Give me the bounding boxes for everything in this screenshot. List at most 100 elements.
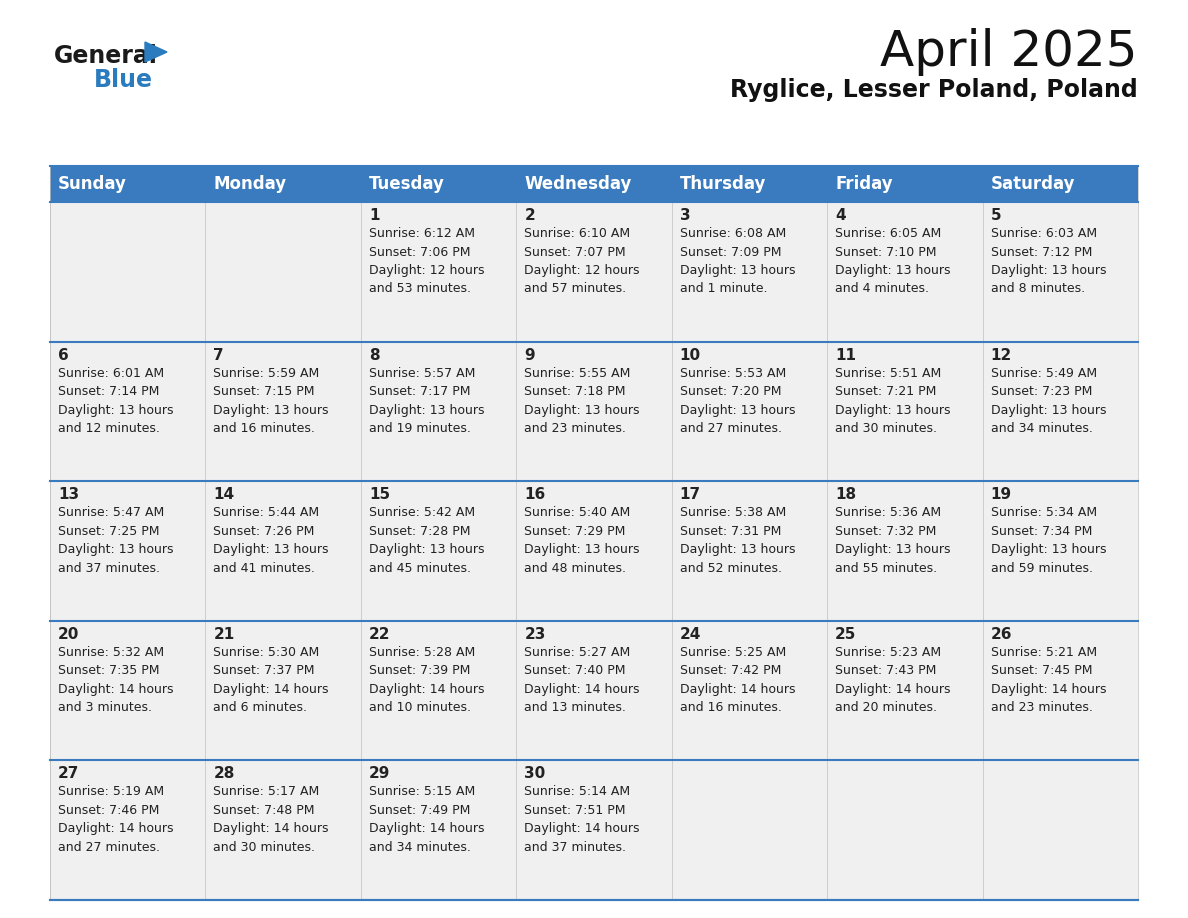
Text: Sunrise: 6:12 AM
Sunset: 7:06 PM
Daylight: 12 hours
and 53 minutes.: Sunrise: 6:12 AM Sunset: 7:06 PM Dayligh… [368, 227, 485, 296]
Text: Sunrise: 6:05 AM
Sunset: 7:10 PM
Daylight: 13 hours
and 4 minutes.: Sunrise: 6:05 AM Sunset: 7:10 PM Dayligh… [835, 227, 950, 296]
Bar [361, 341, 517, 481]
Text: 11: 11 [835, 348, 857, 363]
Text: 4: 4 [835, 208, 846, 223]
Text: Sunrise: 6:03 AM
Sunset: 7:12 PM
Daylight: 13 hours
and 8 minutes.: Sunrise: 6:03 AM Sunset: 7:12 PM Dayligh… [991, 227, 1106, 296]
Bar [671, 481, 827, 621]
Text: Sunrise: 5:19 AM
Sunset: 7:46 PM
Daylight: 14 hours
and 27 minutes.: Sunrise: 5:19 AM Sunset: 7:46 PM Dayligh… [58, 786, 173, 854]
Text: Saturday: Saturday [991, 175, 1075, 193]
Text: 23: 23 [524, 627, 545, 642]
Bar [517, 760, 671, 900]
Text: 13: 13 [58, 487, 80, 502]
Text: 15: 15 [368, 487, 390, 502]
Text: Sunrise: 5:40 AM
Sunset: 7:29 PM
Daylight: 13 hours
and 48 minutes.: Sunrise: 5:40 AM Sunset: 7:29 PM Dayligh… [524, 506, 640, 575]
Text: 21: 21 [214, 627, 235, 642]
Text: Sunrise: 5:55 AM
Sunset: 7:18 PM
Daylight: 13 hours
and 23 minutes.: Sunrise: 5:55 AM Sunset: 7:18 PM Dayligh… [524, 366, 640, 435]
Bar [671, 341, 827, 481]
Text: Monday: Monday [214, 175, 286, 193]
Text: 26: 26 [991, 627, 1012, 642]
Bar [517, 481, 671, 621]
Text: Sunrise: 6:08 AM
Sunset: 7:09 PM
Daylight: 13 hours
and 1 minute.: Sunrise: 6:08 AM Sunset: 7:09 PM Dayligh… [680, 227, 795, 296]
Bar [982, 760, 1138, 900]
Text: Blue: Blue [94, 68, 153, 92]
Text: Sunrise: 5:14 AM
Sunset: 7:51 PM
Daylight: 14 hours
and 37 minutes.: Sunrise: 5:14 AM Sunset: 7:51 PM Dayligh… [524, 786, 640, 854]
Text: Sunrise: 6:01 AM
Sunset: 7:14 PM
Daylight: 13 hours
and 12 minutes.: Sunrise: 6:01 AM Sunset: 7:14 PM Dayligh… [58, 366, 173, 435]
Text: 24: 24 [680, 627, 701, 642]
Text: Friday: Friday [835, 175, 892, 193]
Text: Sunrise: 5:32 AM
Sunset: 7:35 PM
Daylight: 14 hours
and 3 minutes.: Sunrise: 5:32 AM Sunset: 7:35 PM Dayligh… [58, 645, 173, 714]
Text: Sunrise: 5:38 AM
Sunset: 7:31 PM
Daylight: 13 hours
and 52 minutes.: Sunrise: 5:38 AM Sunset: 7:31 PM Dayligh… [680, 506, 795, 575]
Text: 22: 22 [368, 627, 391, 642]
Polygon shape [145, 42, 168, 62]
Bar [206, 760, 361, 900]
Text: Sunrise: 5:15 AM
Sunset: 7:49 PM
Daylight: 14 hours
and 34 minutes.: Sunrise: 5:15 AM Sunset: 7:49 PM Dayligh… [368, 786, 485, 854]
Text: 27: 27 [58, 767, 80, 781]
Bar [827, 481, 982, 621]
Bar [206, 621, 361, 760]
Text: Sunrise: 5:28 AM
Sunset: 7:39 PM
Daylight: 14 hours
and 10 minutes.: Sunrise: 5:28 AM Sunset: 7:39 PM Dayligh… [368, 645, 485, 714]
Text: 16: 16 [524, 487, 545, 502]
Text: 29: 29 [368, 767, 390, 781]
Text: Ryglice, Lesser Poland, Poland: Ryglice, Lesser Poland, Poland [731, 78, 1138, 102]
Text: Sunrise: 6:10 AM
Sunset: 7:07 PM
Daylight: 12 hours
and 57 minutes.: Sunrise: 6:10 AM Sunset: 7:07 PM Dayligh… [524, 227, 640, 296]
Bar [517, 621, 671, 760]
Bar [827, 202, 982, 341]
Text: 25: 25 [835, 627, 857, 642]
Text: 30: 30 [524, 767, 545, 781]
Text: Sunrise: 5:49 AM
Sunset: 7:23 PM
Daylight: 13 hours
and 34 minutes.: Sunrise: 5:49 AM Sunset: 7:23 PM Dayligh… [991, 366, 1106, 435]
Text: Sunrise: 5:51 AM
Sunset: 7:21 PM
Daylight: 13 hours
and 30 minutes.: Sunrise: 5:51 AM Sunset: 7:21 PM Dayligh… [835, 366, 950, 435]
Text: Tuesday: Tuesday [368, 175, 444, 193]
Bar [50, 621, 206, 760]
Text: Sunrise: 5:27 AM
Sunset: 7:40 PM
Daylight: 14 hours
and 13 minutes.: Sunrise: 5:27 AM Sunset: 7:40 PM Dayligh… [524, 645, 640, 714]
Bar [982, 481, 1138, 621]
Bar [517, 341, 671, 481]
Bar [982, 202, 1138, 341]
Text: 20: 20 [58, 627, 80, 642]
Text: 28: 28 [214, 767, 235, 781]
Bar [827, 621, 982, 760]
Bar [517, 202, 671, 341]
Text: 19: 19 [991, 487, 1012, 502]
Bar [206, 341, 361, 481]
Text: Sunrise: 5:36 AM
Sunset: 7:32 PM
Daylight: 13 hours
and 55 minutes.: Sunrise: 5:36 AM Sunset: 7:32 PM Dayligh… [835, 506, 950, 575]
Bar [827, 760, 982, 900]
Bar [50, 481, 206, 621]
Bar [50, 341, 206, 481]
Text: Sunrise: 5:21 AM
Sunset: 7:45 PM
Daylight: 14 hours
and 23 minutes.: Sunrise: 5:21 AM Sunset: 7:45 PM Dayligh… [991, 645, 1106, 714]
Text: Sunday: Sunday [58, 175, 127, 193]
Text: Wednesday: Wednesday [524, 175, 632, 193]
Text: Sunrise: 5:53 AM
Sunset: 7:20 PM
Daylight: 13 hours
and 27 minutes.: Sunrise: 5:53 AM Sunset: 7:20 PM Dayligh… [680, 366, 795, 435]
Text: Sunrise: 5:59 AM
Sunset: 7:15 PM
Daylight: 13 hours
and 16 minutes.: Sunrise: 5:59 AM Sunset: 7:15 PM Dayligh… [214, 366, 329, 435]
Bar [827, 341, 982, 481]
Bar [206, 202, 361, 341]
Text: Thursday: Thursday [680, 175, 766, 193]
Text: 8: 8 [368, 348, 379, 363]
Bar [50, 166, 1138, 202]
Text: 14: 14 [214, 487, 234, 502]
Text: Sunrise: 5:44 AM
Sunset: 7:26 PM
Daylight: 13 hours
and 41 minutes.: Sunrise: 5:44 AM Sunset: 7:26 PM Dayligh… [214, 506, 329, 575]
Text: 12: 12 [991, 348, 1012, 363]
Bar [361, 202, 517, 341]
Text: 1: 1 [368, 208, 379, 223]
Bar [671, 621, 827, 760]
Bar [982, 621, 1138, 760]
Text: Sunrise: 5:17 AM
Sunset: 7:48 PM
Daylight: 14 hours
and 30 minutes.: Sunrise: 5:17 AM Sunset: 7:48 PM Dayligh… [214, 786, 329, 854]
Text: 9: 9 [524, 348, 535, 363]
Text: 6: 6 [58, 348, 69, 363]
Text: Sunrise: 5:57 AM
Sunset: 7:17 PM
Daylight: 13 hours
and 19 minutes.: Sunrise: 5:57 AM Sunset: 7:17 PM Dayligh… [368, 366, 485, 435]
Text: 17: 17 [680, 487, 701, 502]
Bar [50, 202, 206, 341]
Text: 10: 10 [680, 348, 701, 363]
Text: Sunrise: 5:30 AM
Sunset: 7:37 PM
Daylight: 14 hours
and 6 minutes.: Sunrise: 5:30 AM Sunset: 7:37 PM Dayligh… [214, 645, 329, 714]
Text: Sunrise: 5:34 AM
Sunset: 7:34 PM
Daylight: 13 hours
and 59 minutes.: Sunrise: 5:34 AM Sunset: 7:34 PM Dayligh… [991, 506, 1106, 575]
Text: Sunrise: 5:42 AM
Sunset: 7:28 PM
Daylight: 13 hours
and 45 minutes.: Sunrise: 5:42 AM Sunset: 7:28 PM Dayligh… [368, 506, 485, 575]
Text: 7: 7 [214, 348, 225, 363]
Text: Sunrise: 5:25 AM
Sunset: 7:42 PM
Daylight: 14 hours
and 16 minutes.: Sunrise: 5:25 AM Sunset: 7:42 PM Dayligh… [680, 645, 795, 714]
Bar [361, 621, 517, 760]
Bar [361, 481, 517, 621]
Bar [361, 760, 517, 900]
Text: Sunrise: 5:47 AM
Sunset: 7:25 PM
Daylight: 13 hours
and 37 minutes.: Sunrise: 5:47 AM Sunset: 7:25 PM Dayligh… [58, 506, 173, 575]
Text: 18: 18 [835, 487, 857, 502]
Text: Sunrise: 5:23 AM
Sunset: 7:43 PM
Daylight: 14 hours
and 20 minutes.: Sunrise: 5:23 AM Sunset: 7:43 PM Dayligh… [835, 645, 950, 714]
Bar [50, 760, 206, 900]
Text: 5: 5 [991, 208, 1001, 223]
